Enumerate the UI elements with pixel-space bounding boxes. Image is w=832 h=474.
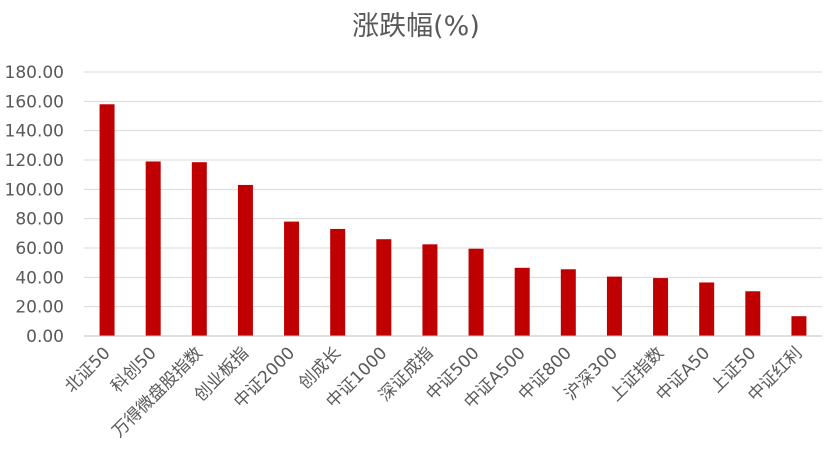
bar-11 bbox=[606, 276, 622, 336]
bar-4 bbox=[284, 221, 300, 336]
y-axis-tick-labels: 0.00 20.00 40.00 60.00 80.00 100.00 120.00 140.… bbox=[5, 63, 64, 347]
bar-8 bbox=[468, 248, 484, 336]
bar-15 bbox=[791, 316, 807, 336]
bar-0 bbox=[99, 104, 115, 337]
gridlines bbox=[84, 71, 822, 308]
y-tick-label: 60.00 bbox=[15, 239, 64, 259]
y-tick-label: 180.00 bbox=[5, 63, 64, 83]
bar-7 bbox=[422, 244, 438, 336]
bar-10 bbox=[560, 269, 576, 336]
bar-3 bbox=[237, 184, 253, 336]
bar-12 bbox=[653, 278, 669, 336]
bar-13 bbox=[699, 282, 715, 336]
bar-1 bbox=[145, 161, 161, 336]
y-tick-label: 0.00 bbox=[26, 327, 64, 347]
y-tick-label: 80.00 bbox=[15, 210, 64, 230]
bar-6 bbox=[376, 239, 392, 336]
y-tick-label: 140.00 bbox=[5, 122, 64, 142]
y-tick-label: 20.00 bbox=[15, 298, 64, 318]
y-tick-label: 100.00 bbox=[5, 180, 64, 200]
x-axis-tick-labels: 北证50科创50万得微盘股指数创业板指中证2000创成长中证1000深证成指中证… bbox=[61, 343, 806, 441]
bars bbox=[99, 104, 807, 337]
chart-title: 涨跌幅(%) bbox=[352, 11, 480, 42]
bar-2 bbox=[191, 162, 207, 336]
y-tick-label: 120.00 bbox=[5, 151, 64, 171]
x-tick-label: 北证50 bbox=[61, 343, 114, 396]
bar-9 bbox=[514, 267, 530, 336]
y-tick-label: 40.00 bbox=[15, 268, 64, 288]
bar-5 bbox=[330, 228, 346, 336]
bar-14 bbox=[745, 291, 761, 336]
y-tick-label: 160.00 bbox=[5, 92, 64, 112]
